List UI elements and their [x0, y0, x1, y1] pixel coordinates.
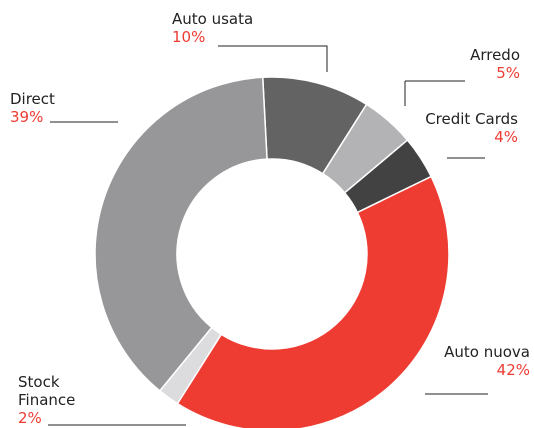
category-name: Direct	[10, 90, 55, 108]
category-name: Arredo	[470, 46, 520, 64]
leader-line	[404, 80, 465, 106]
percent-label: 42%	[496, 361, 530, 379]
donut-segment	[94, 76, 268, 392]
percent-label: 39%	[10, 108, 44, 126]
category-name: Stock Finance	[18, 373, 76, 409]
segment-label: Auto usata 10%	[172, 10, 292, 46]
segment-label: Credit Cards 4%	[420, 110, 518, 146]
leader-line	[218, 45, 328, 72]
segment-label: Auto nuova 42%	[420, 343, 530, 379]
category-name: Credit Cards	[425, 110, 518, 128]
segment-label: Arredo 5%	[420, 46, 520, 82]
category-name: Auto usata	[172, 10, 254, 28]
segment-label: Direct 39%	[10, 90, 90, 126]
percent-label: 2%	[18, 409, 42, 427]
percent-label: 4%	[494, 128, 518, 146]
percent-label: 5%	[496, 64, 520, 82]
category-name: Auto nuova	[444, 343, 530, 361]
donut-segment	[176, 175, 450, 428]
percent-label: 10%	[172, 28, 206, 46]
segment-label: Stock Finance 2%	[18, 373, 98, 427]
